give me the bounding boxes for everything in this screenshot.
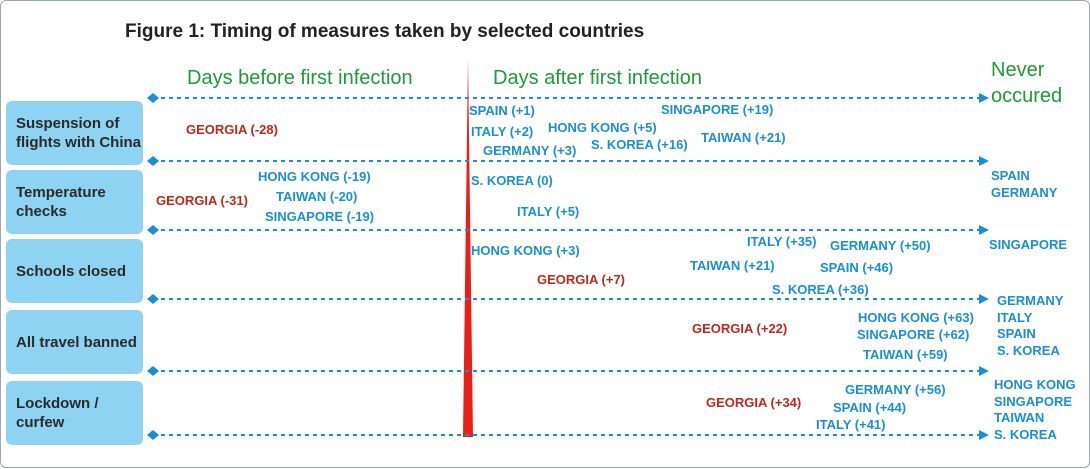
axis-end-arrow [979, 156, 989, 166]
data-label: GERMANY (+3) [483, 143, 577, 158]
figure-title: Figure 1: Timing of measures taken by se… [125, 21, 645, 42]
never-occurred-list: HONG KONG SINGAPORE TAIWAN S. KOREA [994, 377, 1076, 443]
data-label: GEORGIA (-31) [156, 193, 248, 208]
never-occurred-country: GERMANY [997, 293, 1064, 308]
data-label: GEORGIA (-28) [186, 122, 278, 137]
measure-label: Temperature checks [6, 170, 143, 234]
axis-start-diamond [147, 156, 159, 166]
never-occurred-country: HONG KONG [994, 377, 1076, 392]
header-before: Days before first infection [187, 67, 413, 89]
axis-end-arrow [979, 225, 989, 235]
data-label: GEORGIA (+34) [706, 395, 802, 410]
data-label: TAIWAN (+59) [863, 347, 948, 362]
never-occurred-country: GERMANY [991, 184, 1058, 200]
data-label: S. KOREA (+16) [591, 137, 688, 152]
data-label: S. KOREA (0) [471, 173, 553, 188]
data-label: SPAIN (+1) [469, 103, 535, 118]
never-occurred-list: SINGAPORE [989, 237, 1067, 254]
data-label: GERMANY (+50) [830, 238, 931, 253]
data-label: SPAIN (+46) [820, 260, 894, 275]
data-label: HONG KONG (+3) [471, 243, 580, 258]
header-after: Days after first infection [493, 67, 702, 89]
data-label: HONG KONG (+63) [858, 310, 974, 325]
axis-start-diamond [147, 366, 159, 376]
axis-start-diamond [147, 225, 159, 235]
axis-start-diamond [147, 294, 159, 304]
data-label: ITALY (+35) [747, 234, 817, 249]
axis-end-arrow [979, 366, 989, 376]
axis-start-diamond [147, 93, 159, 103]
data-label: GEORGIA (+22) [692, 321, 788, 336]
axis-end-arrow [979, 93, 989, 103]
data-label: SINGAPORE (+19) [661, 102, 774, 117]
data-label: TAIWAN (+21) [701, 130, 786, 145]
measure-label: Schools closed [6, 239, 143, 303]
never-occurred-country: SPAIN [991, 168, 1030, 183]
never-occurred-country: SINGAPORE [989, 237, 1068, 252]
data-label: HONG KONG (-19) [258, 169, 371, 184]
first-infection-divider [463, 59, 473, 437]
data-label: SINGAPORE (+62) [857, 327, 970, 342]
data-label: GEORGIA (+7) [537, 272, 626, 287]
axis-start-diamond [147, 430, 159, 440]
never-occurred-list: SPAIN GERMANY [991, 168, 1057, 201]
data-label: TAIWAN (+21) [690, 258, 775, 273]
never-occurred-country: TAIWAN [994, 410, 1045, 425]
data-label: ITALY (+2) [471, 124, 534, 139]
measure-label: Lockdown / curfew [6, 381, 143, 445]
data-label: SPAIN (+44) [833, 400, 907, 415]
data-label: HONG KONG (+5) [548, 120, 657, 135]
data-label: ITALY (+41) [816, 417, 886, 432]
measure-label: Suspension of flights with China [6, 101, 143, 165]
never-occurred-country: ITALY [997, 309, 1033, 325]
never-occurred-list: GERMANY ITALY SPAIN S. KOREA [997, 293, 1063, 359]
axis-end-arrow [979, 294, 989, 304]
measure-label: All travel banned [6, 310, 143, 374]
never-occurred-country: S. KOREA [997, 342, 1060, 358]
axis-end-arrow [979, 430, 989, 440]
never-occurred-country: SPAIN [997, 326, 1036, 341]
data-label: SINGAPORE (-19) [265, 209, 375, 224]
never-occurred-country: S. KOREA [994, 426, 1057, 442]
data-label: ITALY (+5) [517, 204, 580, 219]
header-never: Never occured [991, 59, 1063, 107]
never-occurred-country: SINGAPORE [994, 393, 1073, 409]
data-label: GERMANY (+56) [845, 382, 946, 397]
data-label: S. KOREA (+36) [772, 282, 869, 297]
data-label: TAIWAN (-20) [276, 189, 358, 204]
